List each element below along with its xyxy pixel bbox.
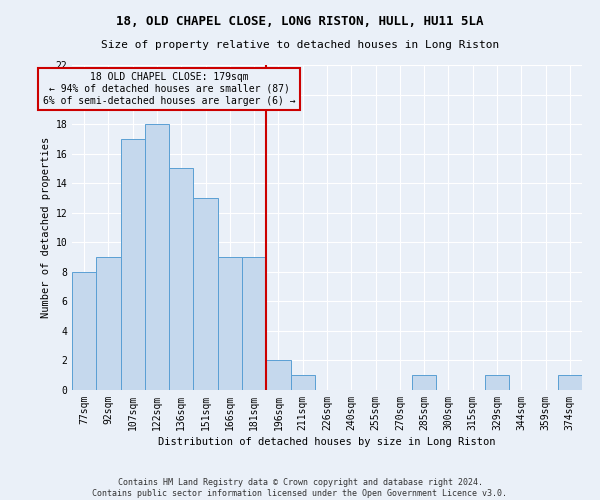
- Bar: [145, 124, 169, 390]
- Bar: [266, 360, 290, 390]
- Bar: [290, 375, 315, 390]
- Bar: [193, 198, 218, 390]
- Bar: [558, 375, 582, 390]
- Bar: [121, 139, 145, 390]
- Bar: [218, 257, 242, 390]
- Y-axis label: Number of detached properties: Number of detached properties: [41, 137, 51, 318]
- Text: 18, OLD CHAPEL CLOSE, LONG RISTON, HULL, HU11 5LA: 18, OLD CHAPEL CLOSE, LONG RISTON, HULL,…: [116, 15, 484, 28]
- Bar: [169, 168, 193, 390]
- Text: 18 OLD CHAPEL CLOSE: 179sqm
← 94% of detached houses are smaller (87)
6% of semi: 18 OLD CHAPEL CLOSE: 179sqm ← 94% of det…: [43, 72, 295, 106]
- Bar: [242, 257, 266, 390]
- Text: Size of property relative to detached houses in Long Riston: Size of property relative to detached ho…: [101, 40, 499, 50]
- Bar: [96, 257, 121, 390]
- Text: Contains HM Land Registry data © Crown copyright and database right 2024.
Contai: Contains HM Land Registry data © Crown c…: [92, 478, 508, 498]
- X-axis label: Distribution of detached houses by size in Long Riston: Distribution of detached houses by size …: [158, 437, 496, 447]
- Bar: [72, 272, 96, 390]
- Bar: [412, 375, 436, 390]
- Bar: [485, 375, 509, 390]
